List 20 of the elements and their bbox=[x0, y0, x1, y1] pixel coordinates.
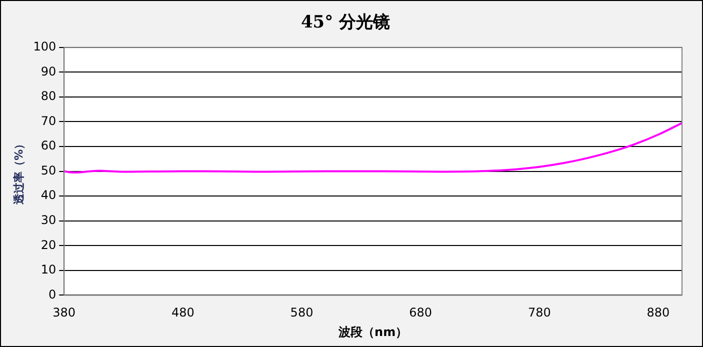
y-tick-label: 90 bbox=[40, 64, 56, 78]
x-axis-title: 波段（nm） bbox=[338, 324, 408, 339]
x-tick-label: 680 bbox=[409, 306, 432, 320]
y-tick-label: 60 bbox=[40, 138, 56, 153]
y-tick-label: 80 bbox=[40, 89, 56, 104]
chart-title: 45° 分光镜 bbox=[300, 12, 390, 33]
x-tick-label: 880 bbox=[646, 306, 670, 320]
y-tick-label: 10 bbox=[40, 262, 56, 277]
y-tick-label: 30 bbox=[40, 212, 56, 227]
y-tick-label: 100 bbox=[33, 40, 56, 54]
y-tick-label: 0 bbox=[48, 287, 56, 302]
x-tick-label: 780 bbox=[528, 306, 551, 320]
x-tick-label: 580 bbox=[290, 306, 314, 320]
x-tick-label: 380 bbox=[52, 306, 76, 320]
x-tick-label: 480 bbox=[171, 306, 194, 320]
y-tick-label: 40 bbox=[40, 188, 56, 202]
y-tick-label: 20 bbox=[40, 238, 56, 252]
y-axis-title: 透过率（%） bbox=[12, 138, 26, 206]
y-tick-label: 50 bbox=[40, 163, 56, 178]
y-tick-label: 70 bbox=[40, 114, 56, 128]
